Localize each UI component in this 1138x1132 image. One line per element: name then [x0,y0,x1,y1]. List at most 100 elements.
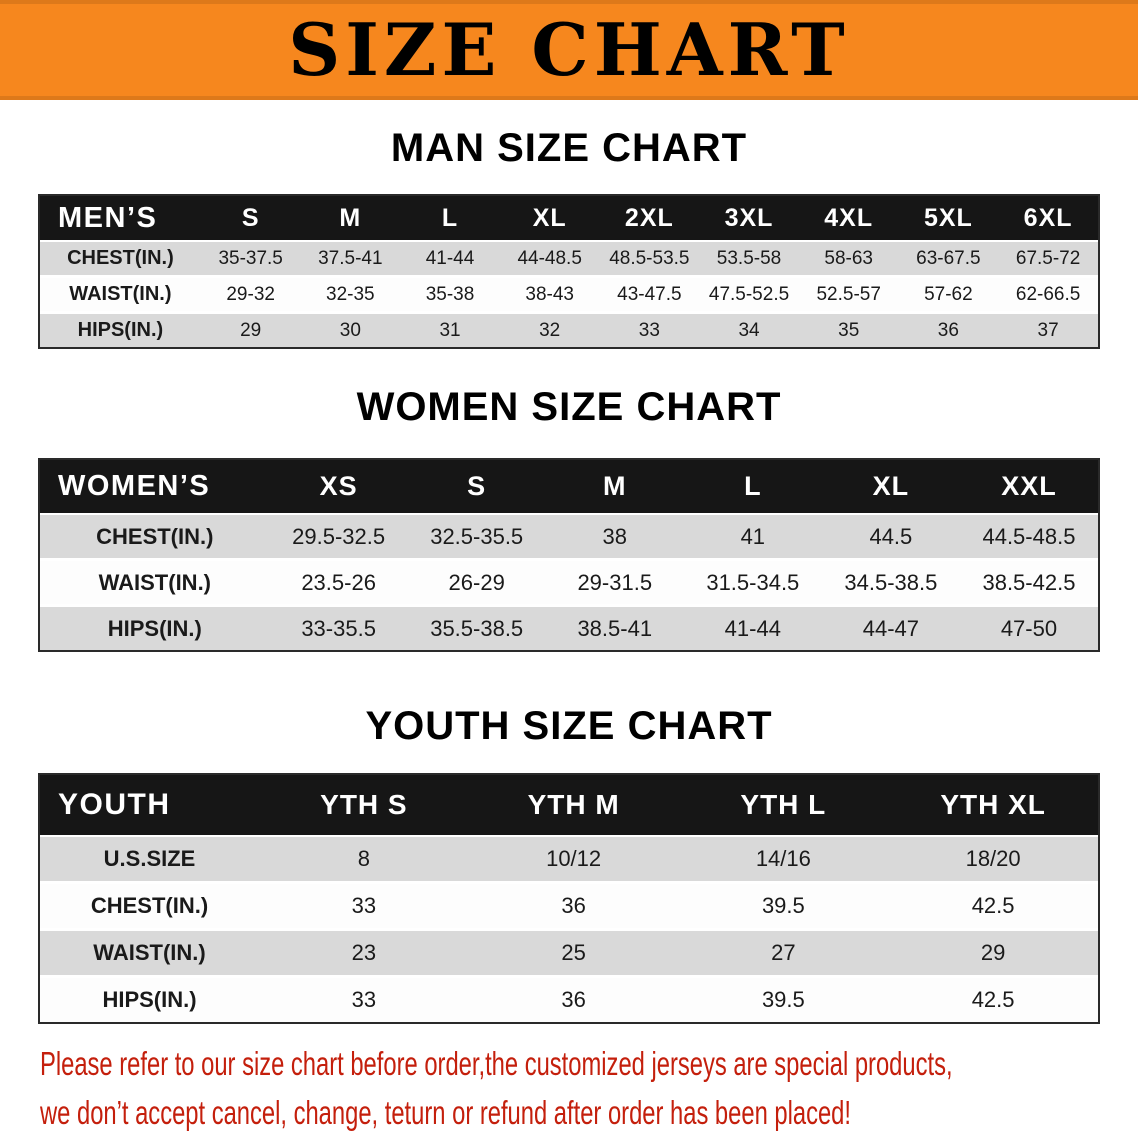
men-col-s: S [200,196,301,242]
youth-size-table-frame: YOUTH YTH S YTH M YTH L YTH XL U.S.SIZE 8 10/12… [38,773,1100,1024]
men-measure-row: HIPS(IN.) 29 30 31 32 33 34 35 36 37 [40,312,1098,347]
size-value: 33 [259,882,469,931]
size-value: 43-47.5 [599,276,700,314]
youth-measure-row: HIPS(IN.) 33 36 39.5 42.5 [40,976,1098,1022]
size-value: 35.5-38.5 [430,615,524,641]
order-notice: Please refer to our size chart before or… [40,1039,1100,1132]
youth-section: YOUTH SIZE CHART YOUTH YTH S YTH M YTH L YTH… [0,702,1138,1024]
men-size-table-frame: MEN’S S M L XL 2XL 3XL 4XL 5XL 6XL CHEST(IN.) 35-37… [38,194,1100,349]
youth-col-yth-xl: YTH XL [888,775,1098,837]
size-value: 25 [468,929,679,978]
size-value: 39.5 [678,882,889,931]
size-value: 38.5-41 [577,615,653,641]
size-value: 27 [678,929,889,978]
size-value: 37.5-41 [300,241,401,278]
size-value: 29.5-32.5 [269,514,408,561]
youth-measure-row: WAIST(IN.) 23 25 27 29 [40,929,1098,978]
size-value: 58-63 [798,241,899,278]
row-label: CHEST(IN.) [40,241,201,278]
size-value: 32.5-35.5 [407,514,546,561]
size-value: 36 [468,882,679,931]
women-section: WOMEN SIZE CHART WOMEN’S XS S M L XL XXL CHEST(… [0,383,1138,652]
size-value: 34.5-38.5 [821,559,960,607]
size-value: 38-43 [499,276,600,314]
row-label: HIPS(IN.) [102,987,197,1012]
size-value: 52.5-57 [798,276,899,314]
row-label: HIPS(IN.) [107,615,202,641]
size-value: 53.5-58 [699,241,799,278]
order-notice-line-2: we don’t accept cancel, change, teturn o… [40,1094,852,1131]
size-value: 63-67.5 [898,241,999,278]
men-col-6xl: 6XL [998,196,1098,242]
size-value: 35-38 [400,276,500,314]
women-measure-row: WAIST(IN.) 23.5-26 26-29 29-31.5 31.5-34.5 34… [40,559,1098,607]
size-value: 23 [259,929,469,978]
size-value: 35 [838,319,860,341]
size-value: 47.5-52.5 [699,276,799,314]
men-section-title: MAN SIZE CHART [390,126,748,170]
size-value: 37 [1037,319,1059,341]
size-value: 18/20 [888,836,1098,884]
men-size-table: MEN’S S M L XL 2XL 3XL 4XL 5XL 6XL CHEST(IN.) 35-37… [40,196,1098,347]
size-value: 39.5 [761,987,805,1012]
women-size-table: WOMEN’S XS S M L XL XXL CHEST(IN.) 29.5-32.5 32.5… [40,460,1098,650]
size-value: 8 [259,836,469,884]
youth-header-row: YOUTH YTH S YTH M YTH L YTH XL [40,775,1098,837]
youth-col-yth-m: YTH M [468,775,679,837]
size-value: 38 [545,514,684,561]
size-value: 29 [240,319,262,341]
size-value: 57-62 [898,276,999,314]
men-group-label: MEN’S [40,196,201,242]
youth-col-yth-s: YTH S [259,775,469,837]
row-label: WAIST(IN.) [40,929,260,978]
size-value: 44-47 [862,615,920,641]
women-col-xl: XL [821,460,960,515]
women-col-s: S [407,460,546,515]
size-value: 26-29 [407,559,546,607]
men-measure-row: WAIST(IN.) 29-32 32-35 35-38 38-43 43-47.5 47.… [40,276,1098,314]
men-col-5xl: 5XL [898,196,999,242]
size-value: 41 [683,514,822,561]
women-col-xs: XS [269,460,408,515]
youth-measure-row: CHEST(IN.) 33 36 39.5 42.5 [40,882,1098,931]
size-value: 41-44 [400,241,500,278]
youth-measure-row: U.S.SIZE 8 10/12 14/16 18/20 [40,836,1098,884]
women-measure-row: CHEST(IN.) 29.5-32.5 32.5-35.5 38 41 44.5 44.5… [40,514,1098,561]
size-value: 44.5 [821,514,960,561]
size-value: 33 [638,319,660,341]
size-value: 42.5 [971,987,1015,1012]
size-value: 32 [539,319,561,341]
size-value: 14/16 [678,836,889,884]
size-value: 36 [937,319,959,341]
women-header-row: WOMEN’S XS S M L XL XXL [40,460,1098,515]
women-col-l: L [683,460,822,515]
size-value: 41-44 [724,615,781,641]
size-value: 23.5-26 [269,559,408,607]
size-value: 44.5-48.5 [959,514,1098,561]
row-label: WAIST(IN.) [40,276,201,314]
size-value: 33 [351,987,377,1012]
size-value: 44-48.5 [499,241,600,278]
women-section-title: WOMEN SIZE CHART [356,385,782,429]
size-value: 34 [738,319,760,341]
men-col-xl: XL [499,196,600,242]
men-col-3xl: 3XL [699,196,799,242]
youth-size-table: YOUTH YTH S YTH M YTH L YTH XL U.S.SIZE 8 10/12… [40,775,1098,1022]
men-col-4xl: 4XL [798,196,899,242]
men-section: MAN SIZE CHART MEN’S S M L XL 2XL 3XL 4XL 5XL 6XL… [0,124,1138,349]
women-col-m: M [545,460,684,515]
size-value: 38.5-42.5 [959,559,1098,607]
size-value: 10/12 [468,836,679,884]
youth-group-label: YOUTH [40,775,260,837]
row-label: HIPS(IN.) [77,319,164,341]
banner: SIZE CHART [0,0,1138,100]
row-label: WAIST(IN.) [40,559,270,607]
size-value: 67.5-72 [998,241,1098,278]
order-notice-line-1: Please refer to our size chart before or… [40,1045,953,1082]
size-value: 29 [888,929,1098,978]
men-header-row: MEN’S S M L XL 2XL 3XL 4XL 5XL 6XL [40,196,1098,242]
women-size-table-frame: WOMEN’S XS S M L XL XXL CHEST(IN.) 29.5-32.5 32.5… [38,458,1100,652]
men-measure-row: CHEST(IN.) 35-37.5 37.5-41 41-44 44-48.5 48.5… [40,241,1098,278]
youth-col-yth-l: YTH L [678,775,889,837]
